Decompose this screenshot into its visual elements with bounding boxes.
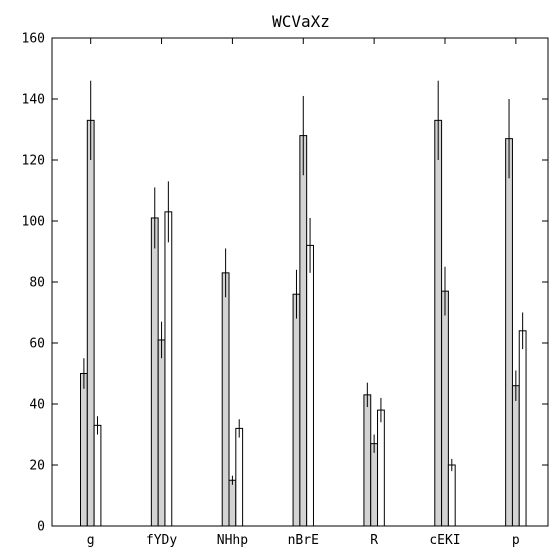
bar-s3-cEKI	[447, 464, 456, 527]
bar-s3-p	[518, 330, 527, 527]
bar-s1-fYDy	[150, 217, 159, 527]
y-tick-label: 40	[29, 398, 45, 413]
bar-s3-NHhp	[235, 427, 244, 527]
bar-s1-nBrE	[292, 293, 301, 527]
y-tick-label: 60	[29, 337, 45, 352]
bar-s1-R	[363, 394, 372, 527]
y-tick-label: 140	[22, 93, 45, 108]
x-tick-label: R	[370, 533, 378, 548]
bar-series-group	[80, 80, 527, 527]
y-tick-label: 100	[22, 215, 45, 230]
chart-title: WCVaXz	[272, 12, 330, 31]
bar-s2-cEKI	[441, 290, 449, 527]
y-tick-label: 160	[22, 32, 45, 47]
bar-s3-g	[93, 424, 102, 527]
y-tick-label: 80	[29, 276, 45, 291]
y-axis: 0 20 40 60 80 100 120 140 160	[22, 32, 548, 535]
bar-s1-g	[80, 373, 88, 527]
x-tick-label: NHhp	[217, 533, 248, 548]
x-tick-label: nBrE	[288, 533, 319, 548]
bar-s2-g	[86, 119, 95, 527]
bar-s3-nBrE	[306, 244, 314, 527]
x-tick-label: fYDy	[146, 533, 177, 548]
bar-s2-nBrE	[299, 135, 308, 527]
y-tick-label: 0	[37, 520, 45, 535]
bar-s1-p	[505, 138, 513, 527]
x-tick-label: p	[512, 533, 520, 548]
bar-s3-R	[377, 409, 385, 527]
bar-s2-p	[511, 385, 520, 527]
bar-s2-fYDy	[157, 339, 166, 527]
bar-s2-NHhp	[228, 479, 237, 527]
bar-s2-R	[370, 443, 379, 527]
bar-s1-NHhp	[221, 272, 230, 527]
y-tick-label: 20	[29, 459, 45, 474]
y-tick-label: 120	[22, 154, 45, 169]
x-tick-label: g	[87, 533, 95, 548]
bar-s3-fYDy	[164, 211, 173, 527]
x-tick-label: cEKI	[429, 533, 460, 548]
bar-s1-cEKI	[434, 119, 443, 527]
